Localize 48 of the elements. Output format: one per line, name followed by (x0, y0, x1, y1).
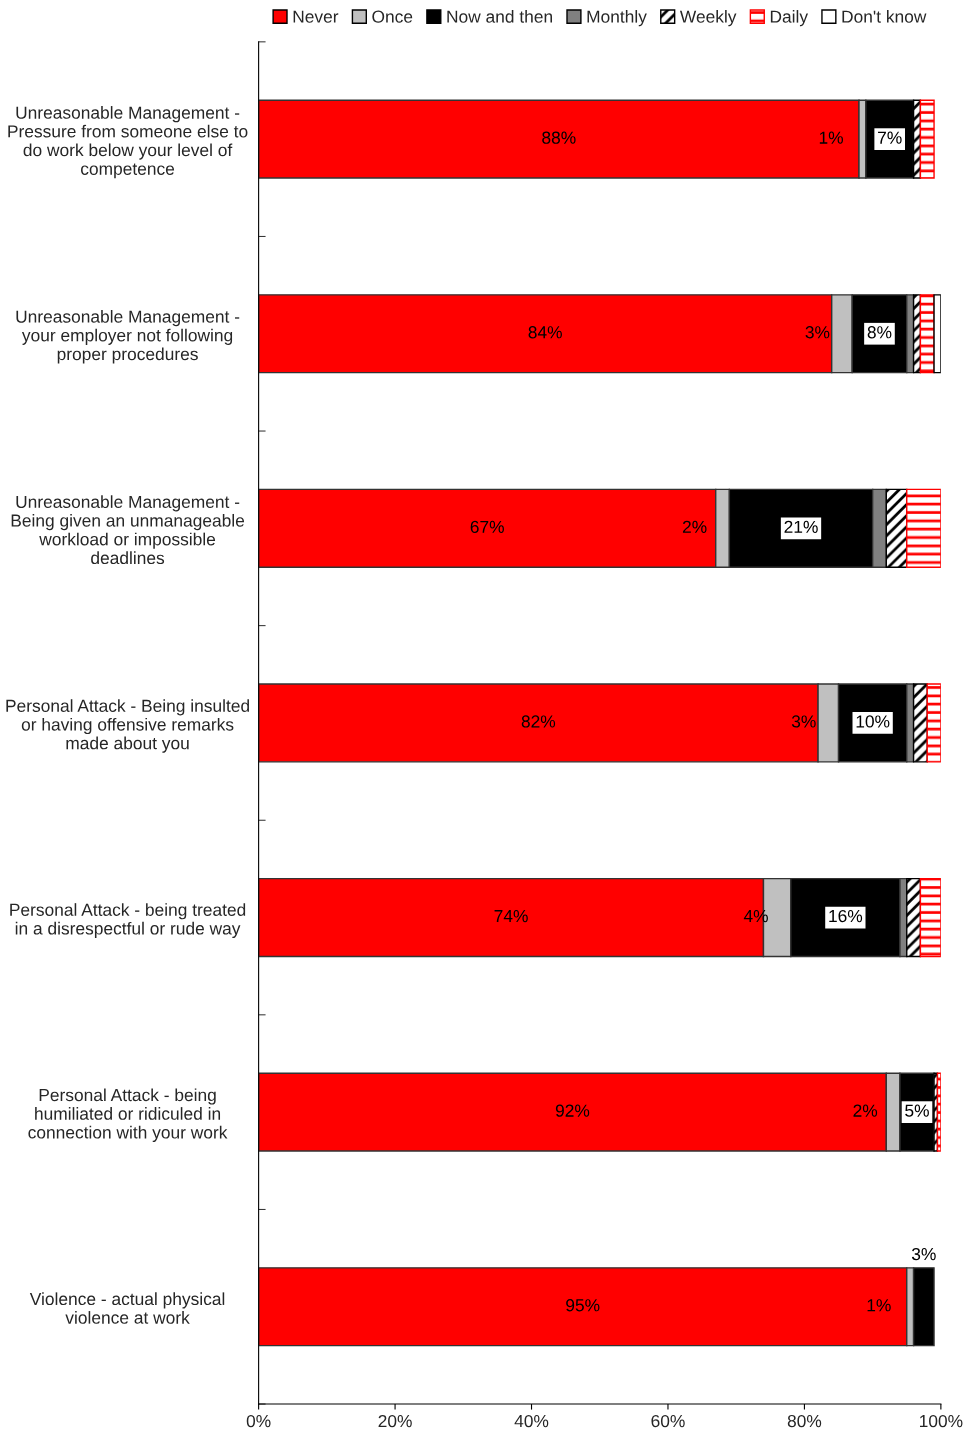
data-label: 1% (867, 1299, 891, 1312)
bar (885, 488, 908, 568)
data-label: 10% (856, 715, 890, 728)
x-tick-label: 20% (378, 1414, 412, 1428)
data-label: 84% (528, 326, 562, 339)
legend-label: Weekly (679, 10, 737, 27)
legend-label: Never (293, 10, 339, 23)
data-label: 7% (878, 131, 902, 144)
data-label: 88% (542, 131, 576, 144)
data-label: 3% (791, 715, 816, 728)
data-label: 3% (911, 1247, 936, 1261)
y-tick-label: Unreasonable Management - your employer not following proper procedures (16, 310, 240, 364)
bar (933, 294, 941, 374)
data-label: 82% (521, 715, 556, 728)
y-tick-label: Personal Attack - Being insulted or having offensive remarks made about you (6, 699, 249, 753)
bar (906, 877, 922, 958)
x-tick-label: 100% (920, 1414, 963, 1428)
bar (919, 877, 941, 958)
bar (912, 683, 928, 763)
legend-label: Once (372, 10, 413, 23)
x-tick-label: 0% (246, 1414, 271, 1428)
data-label: 1% (819, 131, 843, 144)
legend-label: Monthly (587, 10, 647, 27)
bar (906, 488, 941, 568)
data-label: 5% (905, 1104, 929, 1117)
x-tick-label: 80% (787, 1414, 822, 1428)
data-label: 2% (682, 520, 707, 533)
data-label: 21% (784, 520, 818, 533)
legend-label: Daily (770, 10, 809, 27)
data-label: 67% (470, 520, 504, 533)
legend-label: Don't know (842, 10, 927, 23)
x-tick-label: 40% (514, 1414, 549, 1428)
data-label: 74% (494, 909, 528, 923)
data-label: 3% (805, 326, 830, 339)
data-label: 92% (555, 1104, 590, 1117)
y-tick-label: Personal Attack - being humiliated or ridiculed in connection with your work (28, 1088, 228, 1142)
data-label: 8% (867, 326, 892, 339)
data-label: 16% (829, 909, 863, 923)
bar (926, 683, 941, 763)
legend-label: Now and then (447, 10, 552, 23)
y-tick-label: Unreasonable Management - Being given an unmanageable workload or impossible deadlines (11, 495, 245, 565)
x-tick-label: 60% (651, 1414, 685, 1428)
y-tick-label: Personal Attack - being treated in a disrespectful or rude way (10, 903, 246, 939)
data-label: 2% (853, 1104, 878, 1117)
data-label: 95% (566, 1299, 600, 1312)
bar (919, 99, 935, 179)
y-tick-label: Unreasonable Management - Pressure from someone else to do work below your level of competence (8, 106, 248, 179)
y-tick-label: Violence - actual physical violence at work (29, 1292, 225, 1324)
